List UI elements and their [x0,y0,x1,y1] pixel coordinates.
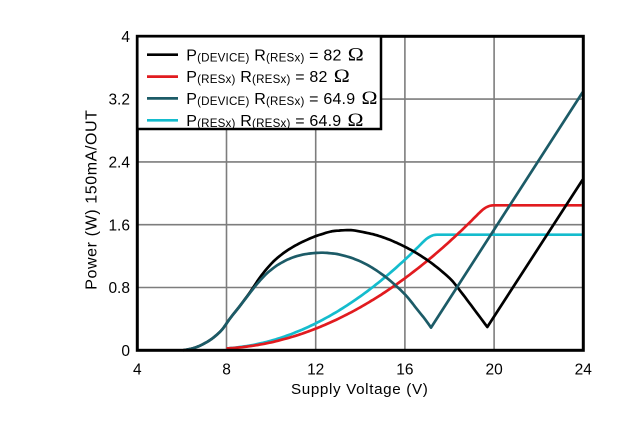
svg-text:2.4: 2.4 [108,155,130,172]
svg-text:Supply Voltage (V): Supply Voltage (V) [291,381,429,398]
svg-text:12: 12 [307,362,324,379]
svg-text:8: 8 [222,362,231,379]
svg-text:20: 20 [485,362,503,379]
svg-text:4: 4 [121,29,130,46]
svg-text:24: 24 [575,362,593,379]
svg-text:0: 0 [121,343,130,360]
svg-text:3.2: 3.2 [108,92,130,109]
svg-text:1.6: 1.6 [108,217,130,234]
svg-text:16: 16 [396,362,413,379]
svg-text:0.8: 0.8 [108,280,130,297]
svg-text:4: 4 [133,362,142,379]
svg-text:Power (W) 150mA/OUT: Power (W) 150mA/OUT [83,109,100,289]
